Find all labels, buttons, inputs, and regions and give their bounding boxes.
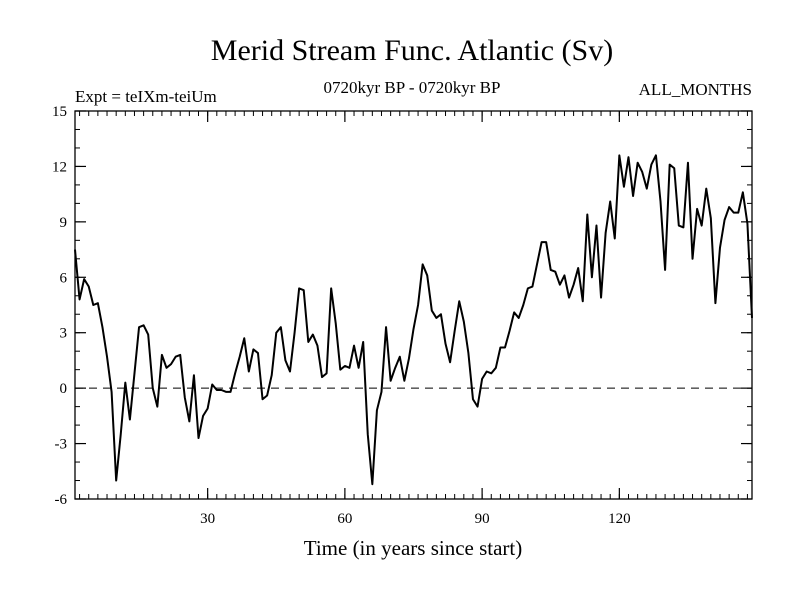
x-axis-label: Time (in years since start): [304, 536, 523, 560]
plot-area: 30 60 90 120 -6 -3 0 3 6 9 12 15: [52, 104, 753, 527]
x-tick-label: 60: [337, 511, 352, 527]
x-tick-label: 120: [608, 511, 631, 527]
chart-subtitle-right: ALL_MONTHS: [639, 80, 752, 99]
series-line: [74, 154, 753, 486]
y-tick-label: 6: [60, 270, 68, 286]
chart-subtitle-center: 0720kyr BP - 0720kyr BP: [324, 78, 501, 97]
y-tick-label: 3: [60, 326, 68, 342]
chart-title: Merid Stream Func. Atlantic (Sv): [211, 34, 613, 67]
y-tick-label: 15: [52, 104, 67, 120]
x-tick-label: 30: [200, 511, 215, 527]
y-tick-label: 0: [60, 381, 68, 397]
y-tick-label: 12: [52, 159, 67, 175]
plot-frame: [74, 110, 753, 500]
x-tick-label: 90: [475, 511, 490, 527]
chart-subtitle-left: Expt = teIXm-teiUm: [75, 87, 217, 106]
y-tick-label: -6: [55, 492, 68, 508]
y-tick-label: 9: [60, 215, 68, 231]
y-tick-label: -3: [55, 437, 68, 453]
